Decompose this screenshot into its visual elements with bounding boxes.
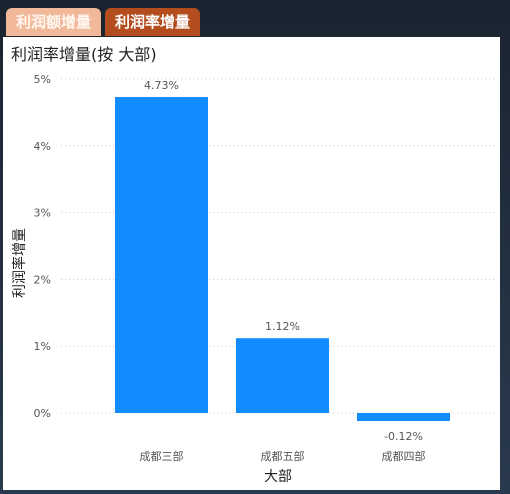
bar xyxy=(236,338,329,413)
data-label: -0.12% xyxy=(384,430,423,443)
y-tick-label: 2% xyxy=(34,273,51,286)
x-tick-label: 成都四部 xyxy=(382,449,426,463)
tab-bar: 利润额增量 利润率增量 xyxy=(6,8,201,36)
bar-chart: 0% 1% 2% 3% 4% 5% 4.73% 成都三部 1.12% 成都五部 -0.12% 成都四部… xyxy=(11,73,495,485)
y-tick-label: 4% xyxy=(34,140,51,153)
y-tick-label: 0% xyxy=(34,407,51,420)
x-tick-label: 成都五部 xyxy=(261,449,305,463)
chart-card: 利润率增量(按 大部) 0% 1% 2% 3% 4% 5% 4.73% 成都三部 1.12% 成都… xyxy=(3,37,500,490)
y-axis-title: 利润率增量 xyxy=(11,228,28,298)
chart-title: 利润率增量(按 大部) xyxy=(11,45,157,64)
bar xyxy=(357,413,450,422)
x-tick-label: 成都三部 xyxy=(140,449,184,463)
bar xyxy=(115,97,208,413)
y-tick-label: 1% xyxy=(34,340,51,353)
data-label: 1.12% xyxy=(265,320,300,333)
y-tick-label: 3% xyxy=(34,207,51,220)
tab-profit-rate-increase[interactable]: 利润率增量 xyxy=(105,8,201,36)
data-label: 4.73% xyxy=(144,79,179,92)
y-tick-label: 5% xyxy=(34,73,51,86)
tab-profit-amount-increase[interactable]: 利润额增量 xyxy=(6,8,102,36)
x-axis-title: 大部 xyxy=(264,469,292,485)
